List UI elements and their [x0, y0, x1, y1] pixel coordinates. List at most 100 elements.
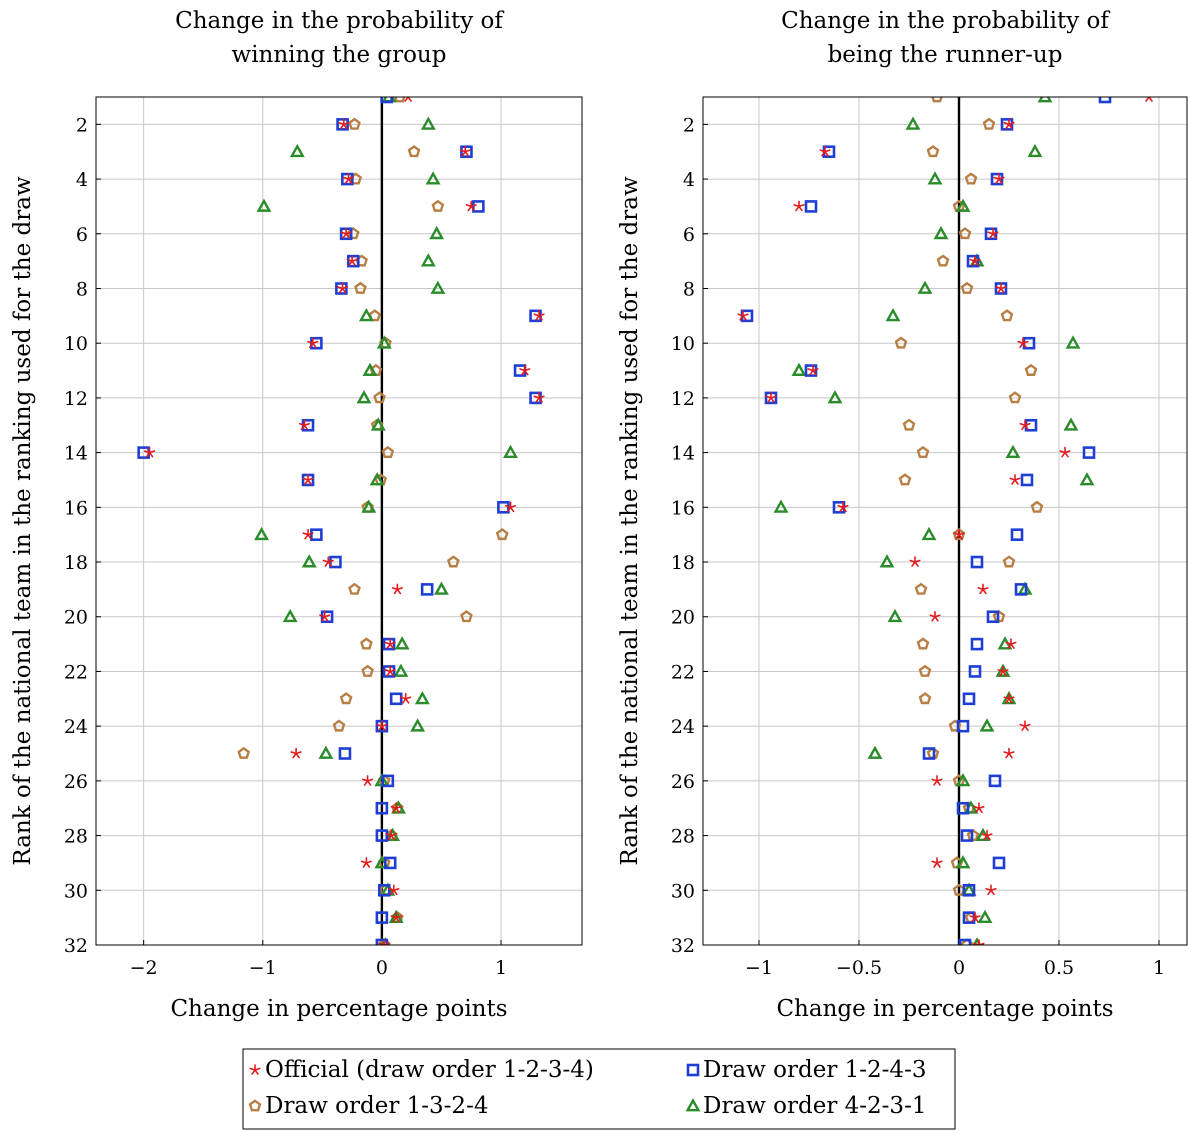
left-order_1243-point-rank-22 — [382, 665, 396, 678]
legend-entry-order_4231: Draw order 4-2-3-1 — [685, 1093, 926, 1119]
left-official-point-rank-1 — [404, 97, 412, 102]
right-order_4231-point-rank-25 — [867, 745, 883, 759]
left-y-tick-label: 14 — [64, 443, 88, 465]
left-y-tick-label: 10 — [64, 333, 88, 355]
left-order_1243-point-rank-7 — [346, 254, 360, 268]
left-order_1324-point-rank-21 — [360, 637, 373, 650]
left-order_4231-point-rank-19 — [433, 581, 449, 595]
right-y-tick-label: 6 — [683, 224, 695, 246]
right-y-tick-label: 32 — [671, 935, 695, 957]
left-official-point-rank-19 — [391, 583, 403, 595]
right-y-tick-label: 14 — [671, 443, 695, 465]
left-order_1243-point-rank-32 — [375, 938, 389, 945]
left-order_1324-point-rank-19 — [348, 582, 361, 595]
left-order_1243-point-rank-5 — [472, 200, 485, 213]
right-official-point-rank-19 — [977, 583, 989, 595]
left-title-line-1: Change in the probability of — [175, 8, 504, 34]
right-y-tick-label: 18 — [671, 552, 695, 574]
right-order_4231-point-rank-14 — [1005, 444, 1021, 459]
right-order_4231-point-rank-3 — [1027, 143, 1043, 158]
right-panel-runner-up: Change in the probability of being the r… — [617, 8, 1188, 1022]
left-data-marks — [137, 97, 545, 945]
right-order_4231-point-rank-16 — [773, 499, 789, 513]
right-y-tick-label: 16 — [671, 497, 695, 519]
legend-marker-order_1243 — [686, 1063, 700, 1077]
left-order_4231-point-rank-7 — [420, 253, 436, 267]
right-order_1243-point-rank-23 — [962, 692, 976, 706]
left-order_4231-point-rank-4 — [425, 171, 441, 185]
left-order_4231-point-rank-9 — [358, 307, 374, 322]
right-order_1324-point-rank-7 — [936, 254, 950, 267]
left-y-tick-label: 2 — [76, 114, 88, 136]
right-official-point-rank-16 — [837, 501, 849, 513]
left-order_4231-point-rank-25 — [318, 745, 334, 759]
left-series-order_4231 — [254, 97, 518, 945]
left-official-point-rank-28 — [385, 829, 397, 841]
legend-entry-order_1324: Draw order 1-3-2-4 — [248, 1093, 488, 1119]
right-y-tick-label: 26 — [671, 771, 695, 793]
right-order_1243-point-rank-28 — [960, 829, 974, 842]
right-order_4231-point-rank-15 — [1079, 472, 1095, 486]
right-official-point-rank-23 — [1003, 693, 1015, 704]
left-order_1324-point-rank-2 — [348, 117, 361, 130]
right-y-tick-label: 30 — [671, 880, 695, 902]
right-order_1324-point-rank-17 — [952, 527, 966, 541]
right-official-point-rank-30 — [985, 884, 997, 896]
left-x-tick-label: 1 — [495, 957, 507, 979]
right-series-order_1324 — [894, 97, 1044, 945]
left-order_1324-point-rank-12 — [373, 391, 386, 404]
left-official-point-rank-4 — [342, 173, 355, 184]
right-order_1324-point-rank-9 — [1000, 309, 1014, 322]
left-official-point-rank-10 — [307, 337, 319, 349]
legend: Official (draw order 1-2-3-4) Draw order … — [242, 1048, 956, 1130]
left-order_4231-point-rank-18 — [301, 554, 317, 568]
right-official-point-rank-18 — [909, 556, 921, 567]
left-y-tick-label: 12 — [64, 388, 88, 410]
left-x-tick-label: −2 — [130, 957, 158, 979]
right-official-point-rank-12 — [765, 392, 777, 403]
right-x-tick-label: −0.5 — [836, 957, 882, 979]
right-order_1324-point-rank-23 — [918, 692, 932, 705]
left-order_4231-point-rank-6 — [429, 225, 445, 240]
left-order_4231-point-rank-23 — [414, 690, 430, 705]
right-y-tick-label: 28 — [671, 826, 695, 848]
right-x-tick-label: −1 — [745, 957, 773, 979]
left-official-point-rank-14 — [144, 446, 156, 458]
left-order_1324-point-rank-20 — [460, 610, 473, 623]
right-x-tick-label: 0 — [953, 957, 965, 979]
left-order_1324-point-rank-17 — [495, 527, 509, 541]
left-order_1243-point-rank-19 — [420, 583, 434, 596]
left-official-point-rank-20 — [319, 610, 331, 622]
legend-label-order_1324: Draw order 1-3-2-4 — [265, 1093, 488, 1119]
left-official-point-rank-5 — [465, 200, 477, 212]
right-order_1324-point-rank-2 — [982, 117, 996, 130]
right-order_4231-point-rank-31 — [977, 909, 993, 924]
left-order_1243-point-rank-21 — [382, 637, 396, 651]
right-official-point-rank-6 — [987, 227, 999, 239]
right-official-point-rank-4 — [993, 173, 1005, 184]
left-order_1243-point-rank-25 — [338, 747, 352, 760]
right-x-tick-label: 0.5 — [1044, 957, 1074, 979]
right-x-tick-label: 1 — [1153, 957, 1165, 979]
right-order_1324-point-rank-11 — [1024, 363, 1038, 376]
left-official-point-rank-2 — [338, 118, 350, 130]
left-order_1243-point-rank-8 — [335, 282, 348, 295]
legend-label-order_1243: Draw order 1-2-4-3 — [703, 1057, 926, 1083]
right-official-point-rank-26 — [931, 775, 943, 786]
right-official-point-rank-29 — [931, 857, 943, 868]
right-x-axis-label: Change in percentage points — [776, 996, 1113, 1022]
left-y-tick-label: 4 — [76, 169, 88, 191]
right-order_1243-point-rank-14 — [1082, 446, 1096, 459]
right-order_4231-point-rank-2 — [905, 116, 921, 130]
left-official-point-rank-25 — [290, 747, 302, 759]
right-order_4231-point-rank-24 — [979, 718, 995, 732]
right-y-tick-label: 12 — [671, 388, 695, 410]
left-series-order_1243 — [137, 97, 542, 945]
left-official-point-rank-21 — [384, 638, 396, 649]
left-order_1243-point-rank-26 — [381, 774, 395, 788]
left-y-tick-label: 32 — [64, 935, 88, 957]
right-order_1324-point-rank-4 — [964, 172, 978, 185]
right-order_4231-point-rank-5 — [955, 198, 971, 212]
